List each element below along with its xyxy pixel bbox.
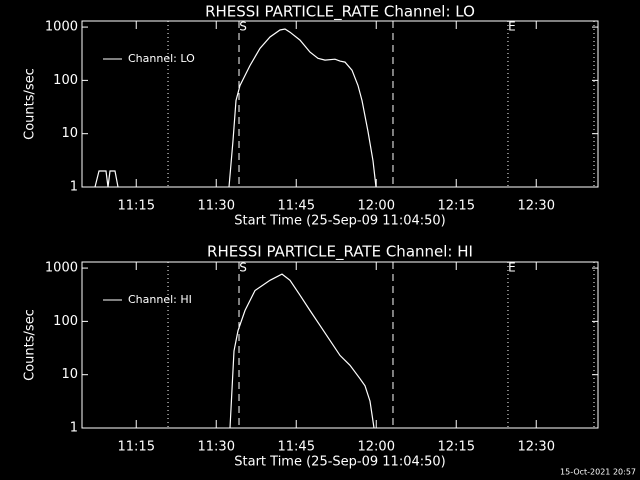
plot-frame xyxy=(81,20,599,188)
y-tick-label: 100 xyxy=(53,314,78,329)
x-tick-label: 12:00 xyxy=(358,440,395,455)
x-tick-label: 11:30 xyxy=(198,440,235,455)
y-axis-label: Counts/sec xyxy=(23,68,38,140)
data-line xyxy=(229,273,375,429)
data-line xyxy=(94,28,377,188)
legend-label: Channel: LO xyxy=(128,52,195,65)
y-tick-label: 1000 xyxy=(45,20,78,35)
y-tick-label: 100 xyxy=(53,73,78,88)
x-tick-label: 12:15 xyxy=(438,440,475,455)
x-tick-label: 11:15 xyxy=(118,440,155,455)
footer: 15-Oct-2021 20:57 xyxy=(560,468,636,477)
x-axis-label: Start Time (25-Sep-09 11:04:50) xyxy=(234,214,445,229)
x-tick-label: 11:30 xyxy=(198,199,235,214)
x-tick-label: 11:45 xyxy=(278,199,315,214)
x-tick-label: 12:30 xyxy=(518,199,555,214)
chart-title: RHESSI PARTICLE_RATE Channel: HI xyxy=(207,243,473,262)
x-tick-label: 11:45 xyxy=(278,440,315,455)
y-tick-label: 10 xyxy=(61,126,78,141)
y-tick-label: 1000 xyxy=(45,261,78,276)
y-tick-label: 10 xyxy=(61,367,78,382)
y-axis-label: Counts/sec xyxy=(23,309,38,381)
legend-label: Channel: HI xyxy=(128,293,192,306)
x-tick-label: 12:30 xyxy=(518,440,555,455)
marker-label: S xyxy=(239,261,247,275)
x-axis-label: Start Time (25-Sep-09 11:04:50) xyxy=(234,455,445,470)
x-tick-label: 12:15 xyxy=(438,199,475,214)
x-tick-label: 12:00 xyxy=(358,199,395,214)
plot-frame xyxy=(81,261,599,429)
y-tick-label: 1 xyxy=(70,180,78,195)
marker-label: E xyxy=(508,261,516,275)
x-tick-label: 11:15 xyxy=(118,199,155,214)
marker-label: S xyxy=(239,20,247,34)
chart-title: RHESSI PARTICLE_RATE Channel: LO xyxy=(205,3,475,22)
y-tick-label: 1 xyxy=(70,421,78,436)
marker-label: E xyxy=(508,20,516,34)
